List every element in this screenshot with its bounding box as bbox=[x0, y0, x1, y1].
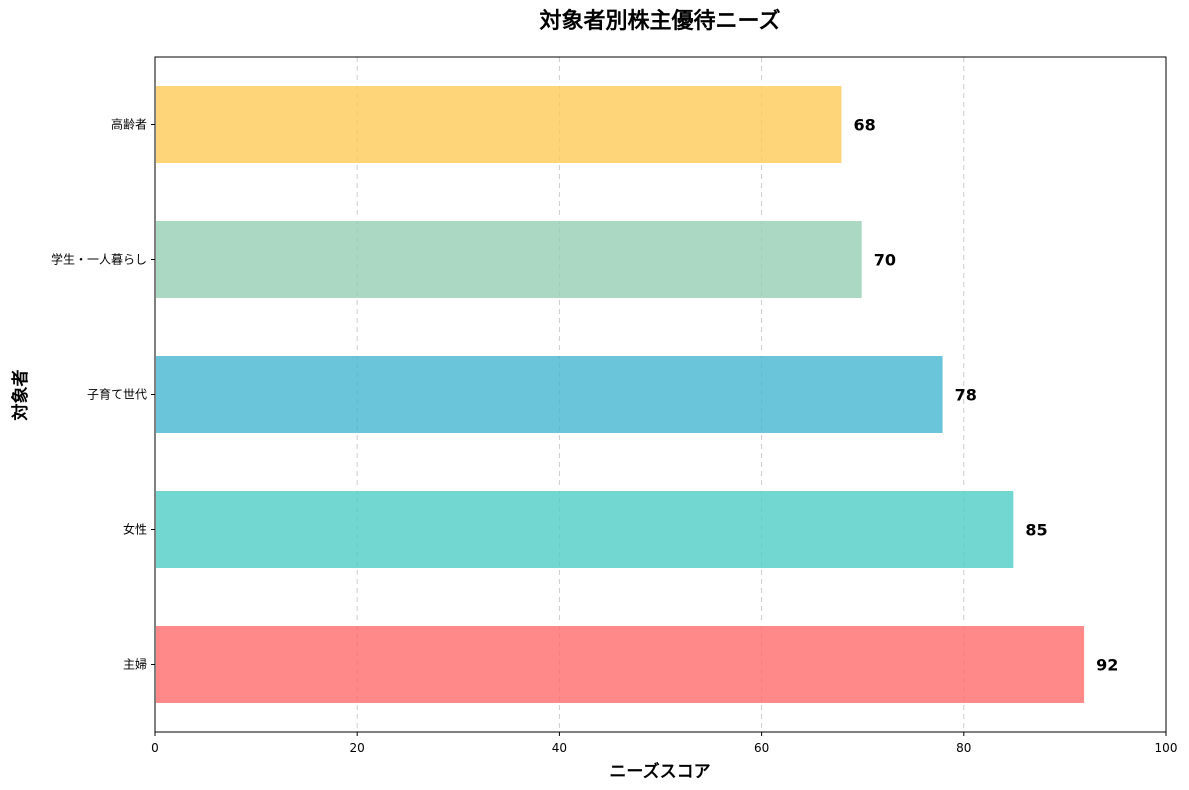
bar bbox=[154, 84, 844, 165]
category-label: 学生・一人暮らし bbox=[51, 252, 147, 267]
category-label: 主婦 bbox=[123, 657, 147, 672]
x-tick-label: 60 bbox=[754, 741, 769, 755]
data-label: 85 bbox=[1025, 521, 1047, 540]
plot-frame bbox=[154, 56, 1167, 733]
data-label: 78 bbox=[955, 386, 977, 405]
bar bbox=[154, 354, 945, 435]
data-label: 92 bbox=[1096, 656, 1118, 675]
x-ticks: 0 20 40 60 80 100 bbox=[151, 732, 1177, 755]
category-labels: 主婦 女性 子育て世代 学生・一人暮らし 高齢者 bbox=[51, 117, 155, 672]
bar bbox=[154, 219, 864, 300]
bar bbox=[154, 489, 1016, 570]
x-tick-label: 100 bbox=[1155, 741, 1178, 755]
category-label: 高齢者 bbox=[111, 117, 147, 132]
bar bbox=[154, 624, 1087, 705]
x-tick-label: 0 bbox=[151, 741, 159, 755]
chart-title: 対象者別株主優待ニーズ bbox=[540, 8, 781, 34]
data-label: 70 bbox=[874, 251, 896, 270]
category-label: 子育て世代 bbox=[87, 387, 147, 402]
x-tick-label: 80 bbox=[956, 741, 971, 755]
category-label: 女性 bbox=[123, 522, 147, 537]
data-labels: 92 85 78 70 68 bbox=[853, 116, 1118, 675]
bars-group bbox=[154, 84, 1087, 705]
x-tick-label: 40 bbox=[552, 741, 567, 755]
y-axis-label: 対象者 bbox=[10, 370, 31, 422]
x-axis-label: ニーズスコア bbox=[609, 761, 710, 782]
data-label: 68 bbox=[853, 116, 875, 135]
x-tick-label: 20 bbox=[350, 741, 365, 755]
